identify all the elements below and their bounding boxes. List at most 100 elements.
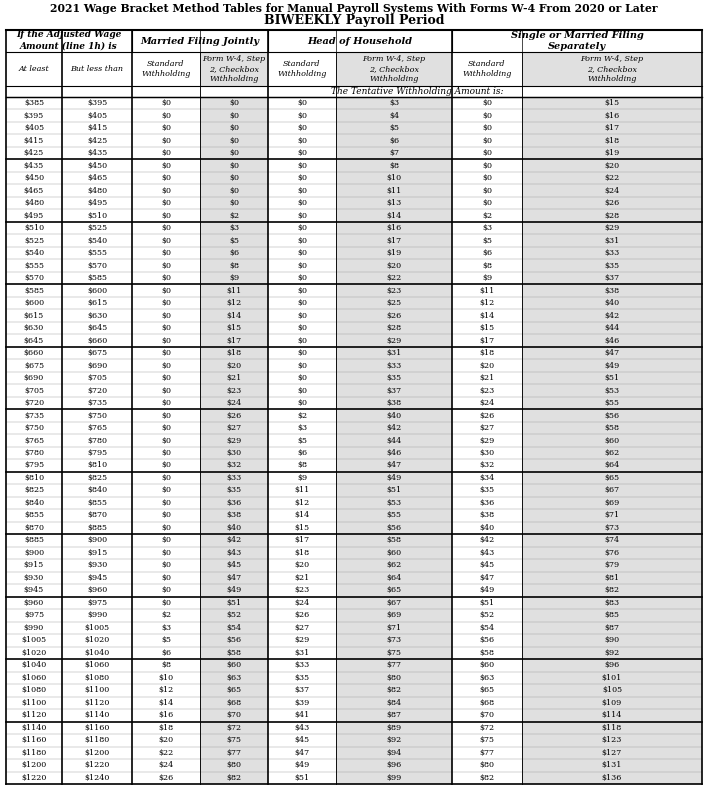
Text: $0: $0 [161,211,171,219]
Text: $49: $49 [295,761,309,769]
Text: $8: $8 [229,261,239,269]
Text: $96: $96 [387,761,401,769]
Text: $65: $65 [387,586,401,594]
Text: $34: $34 [479,474,495,482]
Text: $0: $0 [482,99,492,107]
Text: $60: $60 [387,549,401,557]
Text: $705: $705 [87,374,107,382]
Text: $70: $70 [227,711,241,719]
Text: $42: $42 [605,311,620,320]
Text: $68: $68 [227,699,241,706]
Text: $615: $615 [87,299,107,307]
Text: $540: $540 [87,237,107,245]
Text: $31: $31 [605,237,620,245]
Text: $0: $0 [297,174,307,182]
Text: $42: $42 [387,424,401,432]
Text: $18: $18 [159,724,173,732]
Text: $0: $0 [297,311,307,320]
Text: $58: $58 [479,649,494,657]
Text: $0: $0 [161,436,171,444]
Text: $495: $495 [24,211,44,219]
Text: $395: $395 [24,112,44,120]
Text: $60: $60 [479,661,495,669]
Text: $960: $960 [87,586,107,594]
Text: $885: $885 [87,524,107,532]
Text: $1005: $1005 [84,624,110,632]
Text: $35: $35 [387,374,401,382]
Text: $29: $29 [295,636,309,645]
Text: $8: $8 [161,661,171,669]
Text: $44: $44 [605,324,620,332]
Text: $22: $22 [387,274,401,282]
Text: $10: $10 [159,674,173,682]
Text: $76: $76 [605,549,620,557]
Text: $31: $31 [387,349,401,357]
Text: $0: $0 [297,324,307,332]
Text: $84: $84 [387,699,401,706]
Text: $0: $0 [297,386,307,394]
Text: $23: $23 [295,586,309,594]
Text: $89: $89 [387,724,401,732]
Text: $82: $82 [227,774,241,782]
Text: $0: $0 [229,174,239,182]
Text: $915: $915 [87,549,107,557]
Bar [522,97,702,784]
Text: $0: $0 [161,599,171,607]
Text: $435: $435 [87,149,107,157]
Text: $43: $43 [479,549,495,557]
Text: $0: $0 [161,199,171,208]
Text: $63: $63 [479,674,495,682]
Bar [200,52,268,86]
Text: $11: $11 [227,287,241,295]
Text: $810: $810 [24,474,44,482]
Text: $52: $52 [227,611,241,619]
Text: $570: $570 [87,261,107,269]
Text: $405: $405 [87,112,107,120]
Text: $39: $39 [295,699,309,706]
Text: $73: $73 [387,636,401,645]
Bar [200,97,268,784]
Text: $0: $0 [229,99,239,107]
Text: $51: $51 [479,599,495,607]
Text: $35: $35 [605,261,620,269]
Text: $69: $69 [387,611,401,619]
Text: $22: $22 [605,174,620,182]
Text: $1060: $1060 [84,661,110,669]
Text: $35: $35 [479,486,495,494]
Text: $90: $90 [605,636,620,645]
Text: $555: $555 [24,261,44,269]
Text: $40: $40 [227,524,241,532]
Text: $27: $27 [227,424,241,432]
Text: $68: $68 [479,699,495,706]
Text: $0: $0 [161,512,171,520]
Text: $870: $870 [24,524,44,532]
Text: $75: $75 [387,649,401,657]
Text: $18: $18 [295,549,309,557]
Text: $0: $0 [297,299,307,307]
Text: $1120: $1120 [21,711,47,719]
Text: $765: $765 [87,424,107,432]
Text: $43: $43 [295,724,309,732]
Text: $0: $0 [297,187,307,195]
Text: $12: $12 [159,687,173,695]
Text: $56: $56 [479,636,495,645]
Text: $0: $0 [161,99,171,107]
Text: $0: $0 [297,162,307,169]
Text: $65: $65 [605,474,620,482]
Text: $15: $15 [227,324,241,332]
Text: $465: $465 [87,174,107,182]
Text: $24: $24 [159,761,173,769]
Text: $12: $12 [295,499,309,507]
Text: $69: $69 [605,499,620,507]
Text: $8: $8 [482,261,492,269]
Text: $64: $64 [387,574,401,582]
Text: $40: $40 [605,299,620,307]
Text: $0: $0 [482,137,492,145]
Text: $37: $37 [387,386,401,394]
Text: $118: $118 [602,724,622,732]
Text: $40: $40 [479,524,495,532]
Text: $49: $49 [479,586,495,594]
Text: $0: $0 [297,349,307,357]
Text: $0: $0 [161,412,171,420]
Text: $1040: $1040 [21,661,47,669]
